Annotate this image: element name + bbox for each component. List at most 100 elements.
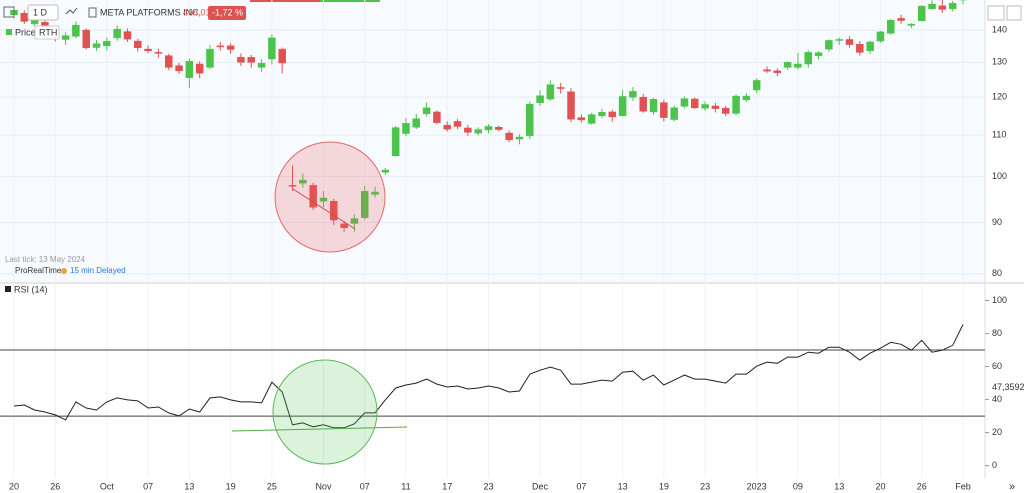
candle-body [113,28,121,39]
candle-body [330,200,338,221]
candle-body [587,114,596,124]
candle-body [742,95,751,100]
y-tick-label: 80 [992,268,1002,278]
candle-body [495,126,503,130]
x-tick-label: 07 [360,481,370,491]
change-badge [208,6,246,20]
y-tick-label: 60 [992,361,1002,371]
candle-body [649,99,658,113]
x-tick-label: 13 [184,481,194,491]
session[interactable]: RTH [39,27,57,37]
candle-body [660,102,668,118]
indicator-title: RSI (14) [14,284,48,294]
candle-body [598,112,606,116]
candle-body [763,69,771,72]
top-strip-green [320,0,380,2]
candle-body [288,185,297,187]
x-tick-label: 2023 [747,481,767,491]
candle-body [639,96,647,112]
icon [3,6,15,18]
icon [61,268,67,274]
icon[interactable] [65,7,78,15]
candle-body [825,40,833,50]
y-tick-label: 140 [992,24,1007,34]
candle-body [546,84,555,100]
candle-body [412,118,421,128]
x-tick-label: 19 [226,481,236,491]
interval-box[interactable] [27,4,59,21]
candle-body [773,70,782,74]
candle-body [72,24,80,37]
candle-body [309,185,317,208]
candle-body [360,190,369,218]
session-box[interactable] [34,25,60,40]
candle-body [422,107,431,115]
candle-body [123,31,132,40]
menu-button[interactable] [1006,5,1022,21]
candle-body [82,29,90,49]
symbol: META PLATFORMS INC. [100,7,201,17]
last-price: 468,01 [183,7,211,17]
candle-body [928,3,936,10]
candle-body [917,5,926,22]
candle-body [887,19,895,34]
y-tick-label: 120 [992,92,1007,102]
candle-body [866,41,874,52]
candle-body [350,218,359,224]
top-strip-red [250,0,320,2]
highlight-circle [272,359,378,465]
candle-body [206,48,214,68]
candle-body [92,43,101,48]
y-tick-label: 110 [992,129,1006,139]
more-button[interactable]: » [1009,481,1015,493]
y-tick-label: 20 [992,427,1002,437]
x-tick-label: 17 [442,481,452,491]
candle-body [526,103,534,137]
candle-body [567,91,575,120]
candle-body [474,129,482,134]
y-tick-label: 40 [992,394,1002,404]
x-tick-label: 23 [700,481,710,491]
candle-body [711,105,720,109]
x-tick-label: 26 [50,481,60,491]
candle-body [670,107,678,120]
x-tick-label: 19 [659,481,669,491]
candle-body [897,18,905,21]
candle-body [783,62,792,68]
candle-body [536,95,544,103]
interval[interactable]: 1 D [33,7,48,17]
x-tick-label: Dec [532,481,549,491]
candle-body [556,87,565,89]
candle-body [618,96,627,116]
toolbar: 1 D META PLATFORMS INC. 468,01 -1,72 % P… [3,4,1022,493]
candle-body [391,127,400,156]
x-tick-label: Oct [100,481,115,491]
y-tick-label: 100 [992,295,1007,305]
candle-body [371,191,379,195]
highlight-circle [274,141,386,253]
candle-body [319,197,328,202]
y-tick-label: 130 [992,57,1007,67]
candle-body [144,48,152,52]
candle-body [732,95,740,114]
y-tick-label: 90 [992,217,1002,227]
candle-body [629,91,637,98]
candle-body [154,52,163,54]
candle-body [752,80,761,91]
x-tick-label: 20 [875,481,885,491]
x-tick-label: 26 [917,481,927,491]
candle-body [402,123,410,134]
candle-body [856,44,864,53]
trend-line [231,426,408,432]
candle-body [804,52,813,65]
x-tick-label: 20 [9,481,19,491]
settings-button[interactable] [987,5,1005,21]
candle-body [608,111,617,118]
candle-body [268,37,276,60]
candle-body [948,2,957,10]
candle-body [164,55,173,68]
candle-body [340,223,348,229]
x-tick-label: 13 [618,481,628,491]
x-tick-label: Feb [955,481,971,491]
